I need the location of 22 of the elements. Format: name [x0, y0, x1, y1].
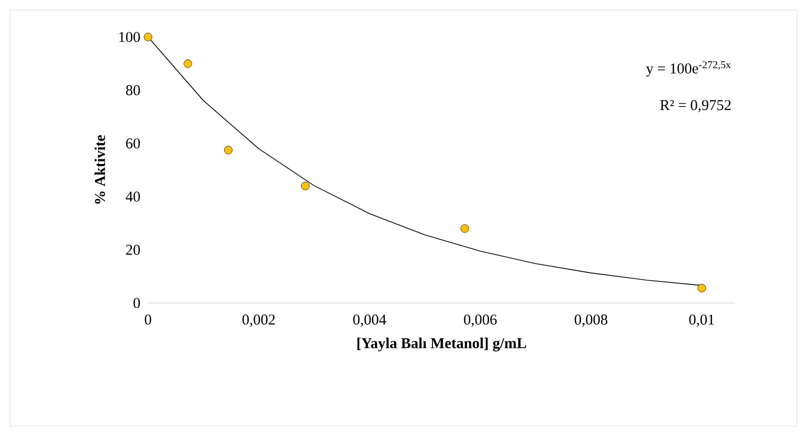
- point: [224, 146, 232, 154]
- y-tick-label: 0: [134, 298, 140, 308]
- annotation: y = 100e$^{-272,5x}$: [646, 61, 731, 77]
- point: [698, 284, 706, 292]
- y-axis-title: % Aktivite: [94, 135, 106, 204]
- annotation: R² = 0,9752: [660, 100, 731, 112]
- x-tick-label: 0,006: [464, 314, 497, 327]
- y-tick-label: 40: [126, 192, 140, 202]
- y-tick-label: 60: [126, 138, 140, 148]
- x-axis-title: [Yayla Balı Metanol] g/mL: [357, 338, 526, 352]
- point: [184, 59, 192, 68]
- point: [460, 224, 469, 233]
- y-tick-label: 20: [126, 244, 140, 255]
- point: [144, 32, 152, 42]
- x-tick-label: 0,002: [242, 314, 275, 327]
- x-tick-label: 0,004: [353, 314, 386, 327]
- x-tick-label: 0,008: [574, 314, 608, 327]
- x-tick-label: 0,01: [689, 314, 714, 327]
- y-tick-label: 100: [119, 32, 140, 42]
- y-tick-label: 80: [126, 85, 140, 96]
- x-tick-label: 0: [144, 314, 152, 325]
- point: [301, 182, 310, 190]
